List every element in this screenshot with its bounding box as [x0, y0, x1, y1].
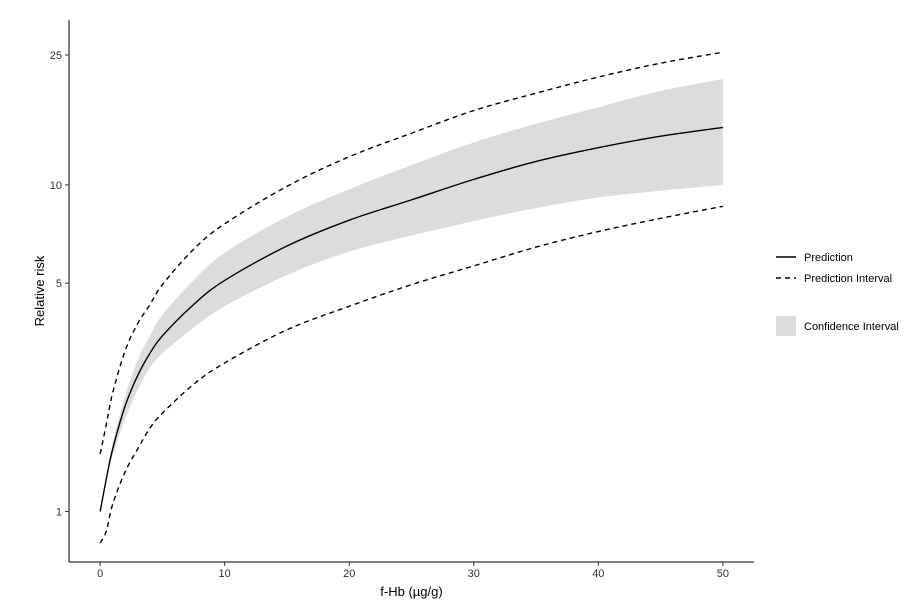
y-tick-label: 25 [50, 50, 62, 62]
legend-label-prediction: Prediction [804, 252, 853, 264]
prediction-interval-upper-line [99, 51, 723, 455]
y-tick-label: 10 [50, 180, 62, 192]
x-tick-label: 20 [343, 568, 355, 580]
prediction-line [99, 126, 723, 512]
x-tick-label: 50 [717, 568, 729, 580]
y-tick-label: 5 [56, 278, 62, 290]
confidence-interval-band [100, 79, 723, 512]
y-tick-label: 1 [56, 506, 62, 518]
y-axis-title: Relative risk [32, 255, 47, 326]
x-tick-label: 40 [592, 568, 604, 580]
legend-label-confidence-interval: Confidence Interval [804, 321, 899, 333]
legend: Prediction Prediction Interval Confidence … [776, 252, 899, 336]
x-tick-label: 30 [468, 568, 480, 580]
prediction-interval-lower-line [99, 205, 723, 544]
legend-key-confidence-interval [776, 316, 796, 336]
x-axis-title: f-Hb (µg/g) [380, 584, 442, 599]
x-tick-label: 0 [97, 568, 103, 580]
legend-label-prediction-interval: Prediction Interval [804, 273, 892, 285]
x-tick-label: 10 [219, 568, 231, 580]
plot-area [99, 51, 723, 544]
axes: 0 10 20 30 40 50 1 5 10 25 [50, 20, 754, 580]
